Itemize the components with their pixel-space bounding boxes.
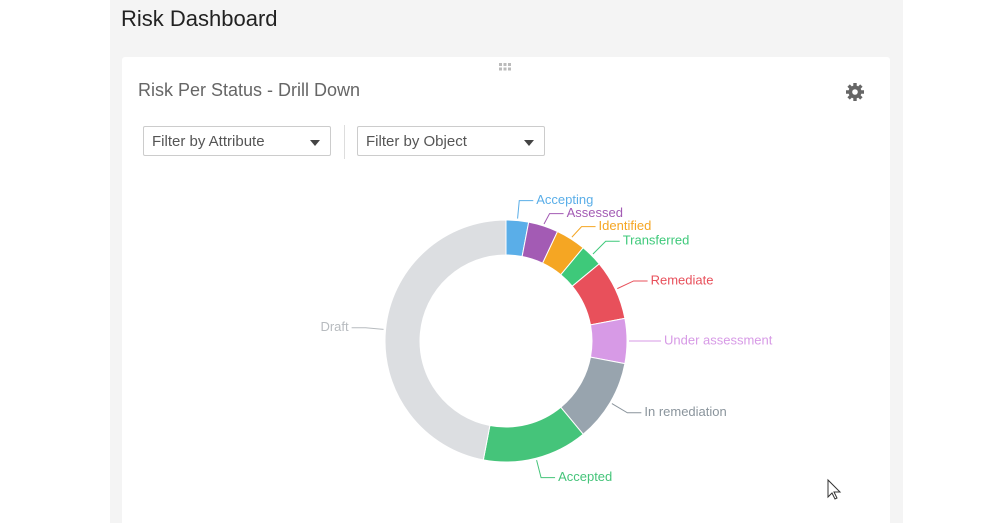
object-filter[interactable]: Filter by Object [357,126,545,156]
segment-label: Transferred [623,233,690,248]
dashboard-panel: Risk Dashboard Risk Per Status - Drill D… [110,0,903,527]
leader-line [536,460,556,479]
leader-line [351,327,384,330]
donut-segment [384,219,507,461]
segment-label: In remediation [644,404,726,419]
leader-line [592,240,620,255]
settings-icon[interactable] [845,82,865,102]
attribute-filter[interactable]: Filter by Attribute [143,126,331,156]
segment-label: Remediate [651,272,714,287]
leader-line [617,280,648,290]
donut-segment [482,406,584,463]
segment-label: Accepting [536,192,593,207]
leader-line [571,226,596,238]
widget-title: Risk Per Status - Drill Down [138,80,361,100]
segment-label: Draft [320,319,349,334]
filter-separator [344,125,345,159]
leader-line [611,403,642,414]
leader-line [517,200,534,219]
dashboard-title: Risk Dashboard [121,6,278,31]
mouse-cursor [827,478,842,500]
leader-line [543,213,564,225]
segment-label: Under assessment [664,332,773,347]
segment-label: Identified [599,218,652,233]
segment-label: Accepted [558,469,612,484]
drag-handle[interactable] [498,62,512,72]
donut-segment [589,317,628,365]
segment-label: Assessed [567,205,623,220]
